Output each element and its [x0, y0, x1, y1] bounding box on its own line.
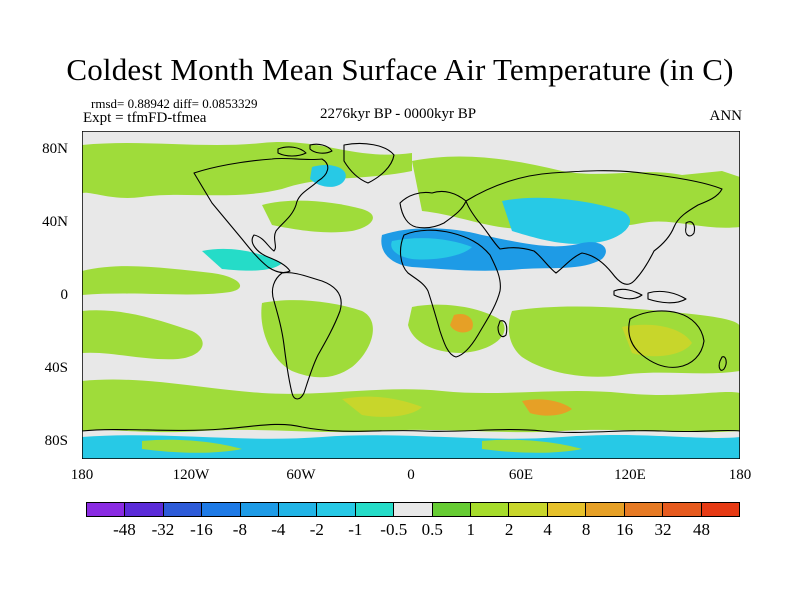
colorbar-tick-label: -1 — [348, 520, 363, 539]
colorbar-swatch — [663, 503, 702, 516]
field-atlantic-green — [262, 200, 373, 233]
season-label: ANN — [709, 108, 743, 124]
colorbar-tick-label: 0.5 — [421, 520, 443, 539]
colorbar-swatch — [163, 503, 203, 516]
colorbar-swatch — [701, 503, 739, 516]
field-so-orange — [522, 399, 572, 416]
x-label-60w: 60W — [286, 467, 316, 483]
anomaly-fields — [82, 142, 740, 459]
coast-asia — [465, 170, 723, 285]
coast-europe — [399, 190, 467, 229]
x-label-120e: 120E — [614, 467, 646, 483]
field-sahara-blue — [381, 228, 606, 271]
colorbar-swatch — [509, 503, 548, 516]
x-label-120w: 120W — [172, 467, 210, 483]
y-label-80n: 80N — [42, 141, 68, 157]
field-southam-green — [261, 300, 373, 378]
coast-indonesia — [613, 288, 687, 304]
colorbar — [86, 502, 740, 517]
colorbar-tick-label: 4 — [543, 520, 552, 539]
x-label-180w: 180 — [70, 467, 94, 483]
colorbar-swatch — [432, 503, 472, 516]
field-so-yellow — [342, 396, 422, 417]
field-canada-cyan — [310, 164, 346, 187]
field-siberia-green — [412, 156, 740, 229]
field-aus-yellow — [622, 324, 692, 357]
y-label-80s: 80S — [44, 433, 68, 449]
colorbar-tick-label: 2 — [504, 520, 514, 539]
field-eq-atlantic-cyan — [202, 248, 282, 271]
colorbar-swatch — [355, 503, 395, 516]
field-antarctic-green — [142, 439, 582, 453]
coast-new-zealand — [718, 356, 727, 371]
colorbar-tick-label: -8 — [232, 520, 247, 539]
colorbar-swatch — [624, 503, 664, 516]
y-label-0: 0 — [60, 287, 69, 303]
coast-africa — [399, 229, 501, 358]
period-label: 2276kyr BP - 0000kyr BP — [320, 106, 477, 122]
field-arctic-green — [82, 142, 412, 198]
coast-japan — [685, 221, 696, 237]
coast-australia — [628, 310, 705, 368]
colorbar-tick-label: 48 — [693, 520, 711, 539]
x-label-60e: 60E — [508, 467, 534, 483]
field-pacific-green — [82, 266, 241, 295]
coast-arctic-islands — [277, 143, 333, 157]
field-asia-cyan — [502, 197, 631, 244]
colorbar-swatch — [240, 503, 280, 516]
coast-madagascar — [497, 320, 508, 338]
colorbar-swatch — [317, 503, 356, 516]
x-label-0: 0 — [407, 467, 415, 483]
coast-antarctica — [82, 423, 740, 433]
colorbar-swatch — [394, 503, 433, 516]
field-indian-green — [508, 306, 740, 377]
temperature-map — [82, 131, 740, 459]
coast-greenland — [343, 142, 395, 184]
field-antarctic-cyan — [82, 435, 740, 459]
colorbar-swatch — [547, 503, 587, 516]
coastlines — [82, 142, 740, 433]
colorbar-swatch — [202, 503, 241, 516]
colorbar-swatch — [125, 503, 164, 516]
colorbar-tick-label: -32 — [151, 520, 175, 539]
colorbar-swatch — [471, 503, 510, 516]
colorbar-swatch — [586, 503, 625, 516]
colorbar-tick-label: -0.5 — [380, 520, 408, 539]
colorbar-tick-label: 1 — [466, 520, 475, 539]
colorbar-swatch — [279, 503, 318, 516]
field-spacific-green — [82, 310, 203, 360]
colorbar-swatch — [87, 503, 126, 516]
experiment-label: Expt = tfmFD-tfmea — [83, 110, 207, 126]
colorbar-tick-label: -16 — [190, 520, 213, 539]
colorbar-tick-label: 8 — [581, 520, 591, 539]
colorbar-tick-label: -2 — [309, 520, 324, 539]
stats-text: rmsd= 0.88942 diff= 0.0853329 — [91, 96, 258, 111]
colorbar-tick-label: 16 — [616, 520, 634, 539]
coast-south-america — [271, 272, 342, 400]
coast-north-america — [193, 157, 329, 274]
map-title: Coldest Month Mean Surface Air Temperatu… — [66, 52, 734, 87]
x-label-180e: 180 — [728, 467, 752, 483]
field-sahara-cyan — [391, 238, 472, 260]
colorbar-tick-label: -48 — [113, 520, 136, 539]
colorbar-tick-label: -4 — [271, 520, 286, 539]
y-label-40s: 40S — [44, 360, 68, 376]
colorbar-tick-label: 32 — [654, 520, 672, 539]
y-label-40n: 40N — [42, 214, 68, 230]
field-africa-orange — [450, 313, 473, 333]
